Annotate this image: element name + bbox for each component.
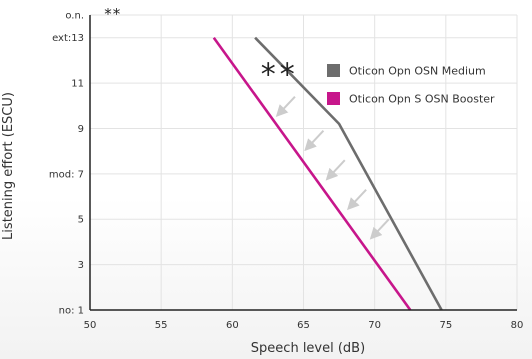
shift-arrow <box>369 218 390 240</box>
grid <box>90 14 518 310</box>
x-tick-label: 70 <box>368 320 381 331</box>
x-tick-label: 80 <box>511 320 524 331</box>
x-axis-title: Speech level (dB) <box>251 341 365 356</box>
series-line-1 <box>254 36 443 311</box>
shift-arrow <box>325 159 346 181</box>
y-axis-title: Listening effort (ESCU) <box>1 92 16 240</box>
x-tick-label: 60 <box>226 320 239 331</box>
x-tick-label: 75 <box>439 320 452 331</box>
y-tick-label: o.n. <box>65 11 84 22</box>
shift-arrow <box>304 130 325 152</box>
axes <box>89 15 517 311</box>
shift-arrow <box>346 189 367 211</box>
y-tick-label: 3 <box>78 260 84 271</box>
arrow-layer <box>275 96 390 240</box>
significance-marker: ** <box>104 5 121 23</box>
series-line-2 <box>212 36 412 311</box>
y-tick-label: 11 <box>71 79 84 90</box>
x-tick-label: 65 <box>297 320 310 331</box>
y-tick-label: 9 <box>78 124 84 135</box>
shift-arrow <box>275 96 296 118</box>
y-tick-label: ext:13 <box>52 33 84 44</box>
legend-swatch <box>327 92 340 105</box>
x-tick-label: 55 <box>155 320 168 331</box>
x-tick-label: 50 <box>84 320 97 331</box>
y-tick-label: no: 1 <box>59 306 84 317</box>
legend: Oticon Opn OSN Medium Oticon Opn S OSN Bo… <box>327 64 495 106</box>
significance-marker: ** <box>261 58 299 93</box>
ticks: no: 1 3 5 mod: 7 9 11 ext:13 o.n. 50 55 60 65 70 75 80 <box>49 11 523 332</box>
y-tick-label: mod: 7 <box>49 169 84 180</box>
legend-label: Oticon Opn OSN Medium <box>349 65 486 78</box>
legend-swatch <box>327 64 340 77</box>
legend-label: Oticon Opn S OSN Booster <box>349 93 495 106</box>
series-layer <box>212 36 443 311</box>
annotation-layer: ** ** <box>104 5 299 93</box>
y-tick-label: 5 <box>78 215 84 226</box>
